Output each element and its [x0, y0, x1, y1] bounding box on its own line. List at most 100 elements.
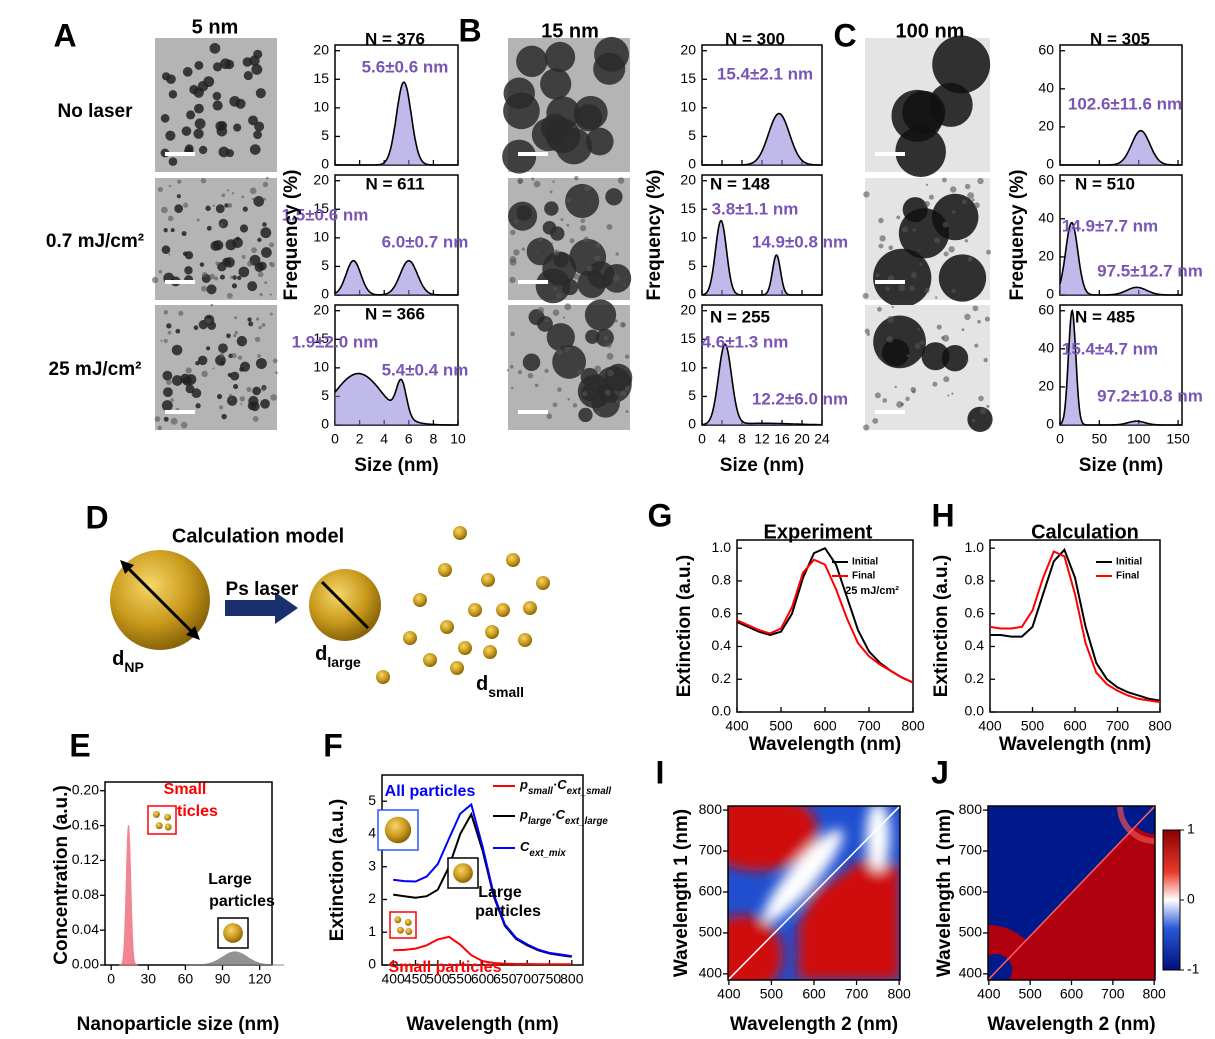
tem-fragment	[219, 223, 223, 227]
sphere-small	[518, 633, 532, 647]
sphere-small	[496, 603, 510, 617]
x-tick-label: 12	[754, 431, 770, 447]
tem-fragment	[972, 198, 975, 201]
y-tick-label: 0.0	[965, 703, 985, 719]
icon-sphere	[156, 822, 163, 829]
tem-fragment	[168, 253, 170, 255]
tem-particle	[162, 72, 170, 80]
tem-fragment	[913, 228, 917, 232]
tem-fragment	[513, 249, 519, 255]
panel-letter: B	[458, 12, 481, 48]
tem-image	[865, 36, 990, 177]
x-tick-label: 120	[248, 971, 272, 987]
sphere-small	[506, 553, 520, 567]
axis-label: Wavelength (nm)	[749, 734, 901, 755]
panel-letter: E	[69, 727, 90, 763]
x-tick-label: 0	[698, 431, 706, 447]
tem-fragment	[186, 367, 192, 373]
tem-fragment	[566, 224, 569, 227]
tem-fragment	[867, 333, 870, 336]
tem-fragment	[212, 367, 214, 369]
y-tick-label: 0	[321, 416, 329, 432]
tem-fragment	[977, 320, 981, 324]
tem-fragment	[911, 272, 917, 278]
tem-particle	[166, 323, 171, 328]
tem-fragment	[894, 386, 896, 388]
tem-particle	[253, 130, 262, 139]
tem-fragment	[603, 336, 608, 341]
tem-particle	[194, 325, 199, 330]
y-tick-label: 0.2	[712, 670, 732, 686]
legend-label-part: ext_large	[565, 816, 608, 827]
y-tick-label: 400	[959, 965, 983, 981]
tem-particle	[186, 110, 195, 119]
tem-fragment	[942, 178, 947, 183]
tem-fragment	[965, 184, 970, 189]
y-tick-label: 0.2	[965, 670, 985, 686]
tem-fragment	[577, 369, 582, 374]
sphere-small	[403, 631, 417, 645]
tem-fragment	[270, 313, 273, 316]
tem-particle	[550, 226, 564, 240]
tem-particle	[164, 417, 169, 422]
tem-fragment	[234, 316, 237, 319]
x-tick-label: 4	[380, 431, 388, 447]
panel-letter: F	[323, 727, 343, 763]
tem-particle	[195, 118, 206, 129]
tem-fragment	[606, 224, 612, 230]
fit-label: 14.9±7.7 nm	[1062, 216, 1158, 235]
tem-particle	[230, 372, 239, 381]
tem-fragment	[589, 201, 591, 203]
y-tick-label: 20	[680, 41, 696, 57]
tem-fragment	[230, 276, 233, 279]
sphere-small	[423, 653, 437, 667]
tem-particle	[177, 194, 181, 198]
y-tick-label: 15	[313, 70, 329, 86]
sphere-small	[450, 661, 464, 675]
tem-fragment	[253, 416, 259, 422]
tem-fragment	[924, 201, 930, 207]
annotation: Small	[164, 781, 207, 798]
tem-fragment	[257, 354, 261, 358]
y-tick-label: 10	[680, 359, 696, 375]
tem-fragment	[261, 386, 266, 391]
tem-fragment	[227, 203, 232, 208]
axis-label: Size (nm)	[720, 455, 804, 476]
y-tick-label: 0	[1046, 416, 1054, 432]
tem-fragment	[986, 250, 991, 255]
tem-particle	[232, 237, 243, 248]
y-tick-label: 60	[1038, 301, 1054, 317]
y-tick-label: 5	[321, 257, 329, 273]
histogram-area	[702, 114, 822, 165]
tem-fragment	[879, 235, 885, 241]
tem-particle	[224, 257, 235, 268]
tem-particle	[261, 247, 272, 258]
tem-fragment	[929, 195, 934, 200]
tem-particle	[585, 299, 616, 330]
tem-fragment	[177, 179, 181, 183]
tem-particle	[194, 61, 203, 70]
axis-label: Wavelength 2 (nm)	[730, 1014, 898, 1035]
tem-fragment	[557, 387, 562, 392]
x-tick-label: 0	[1056, 431, 1064, 447]
tem-fragment	[551, 242, 553, 244]
icon-sphere	[397, 927, 404, 934]
y-tick-label: 0	[1046, 286, 1054, 302]
tem-fragment	[620, 322, 626, 328]
tem-particle	[873, 316, 926, 369]
tem-fragment	[538, 307, 544, 313]
tem-fragment	[548, 281, 550, 283]
axis-label: Extinction (a.u.)	[931, 555, 952, 698]
tem-fragment	[544, 369, 548, 373]
tem-particle	[238, 267, 249, 278]
tem-fragment	[615, 319, 618, 322]
tem-particle	[194, 87, 204, 97]
x-tick-label: 500	[769, 718, 793, 734]
y-tick-label: 40	[1038, 340, 1054, 356]
tem-particle	[169, 90, 177, 98]
tem-image	[502, 37, 630, 174]
tem-particle	[587, 261, 614, 288]
tem-fragment	[201, 371, 207, 377]
tem-fragment	[951, 393, 953, 395]
tem-fragment	[197, 219, 200, 222]
